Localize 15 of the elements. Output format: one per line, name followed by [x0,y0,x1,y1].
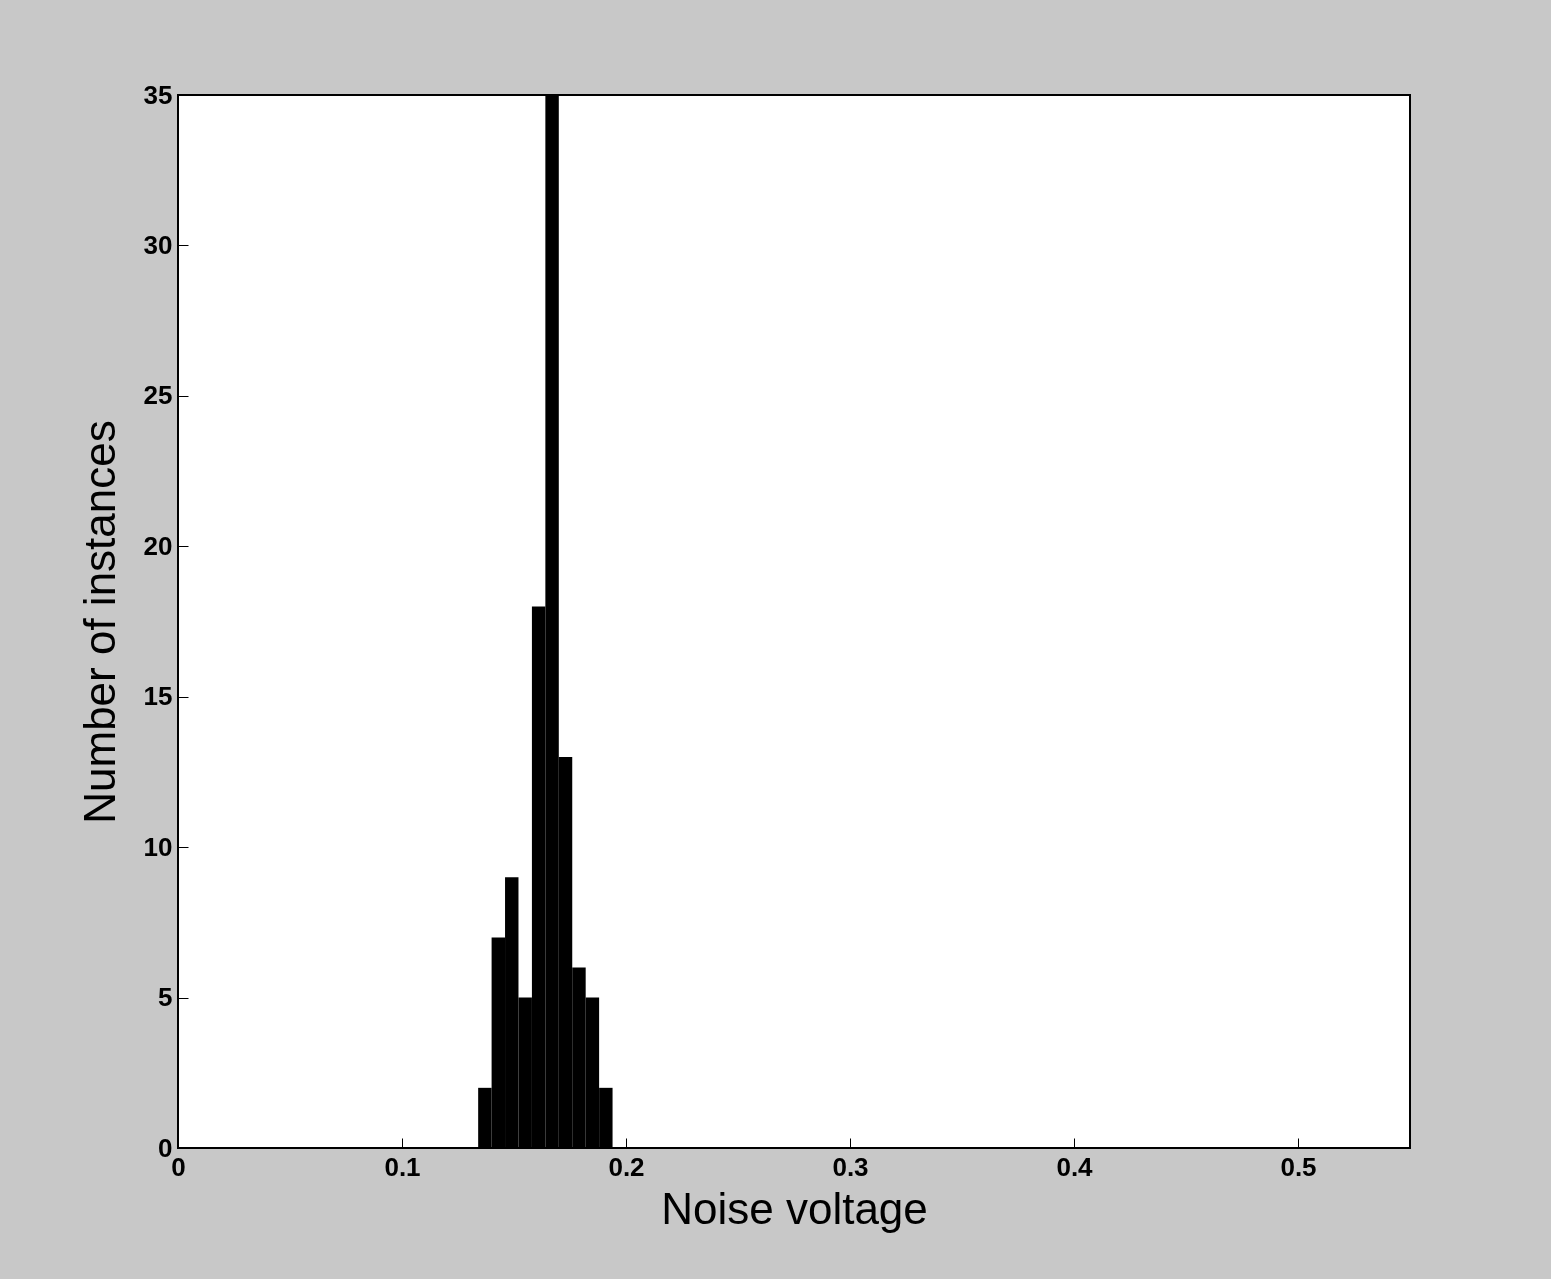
y-tick-label: 15 [143,681,173,712]
x-tick-label: 0.1 [384,1151,421,1182]
x-tick-label: 0.2 [608,1151,645,1182]
x-tick-label: 0.3 [832,1151,869,1182]
y-tick-label: 30 [143,229,173,260]
x-tick-label: 0.5 [1280,1151,1317,1182]
x-axis-title: Noise voltage [661,1183,928,1233]
y-tick-label: 25 [143,380,173,411]
y-tick-label: 5 [158,982,173,1013]
y-tick-label: 10 [143,831,173,862]
y-tick-label: 0 [158,1132,173,1163]
x-tick-label: 0.4 [1056,1151,1094,1182]
y-axis-title: Number of instances [74,420,124,824]
y-tick-label: 20 [143,530,173,561]
y-tick-label: 35 [143,79,173,110]
